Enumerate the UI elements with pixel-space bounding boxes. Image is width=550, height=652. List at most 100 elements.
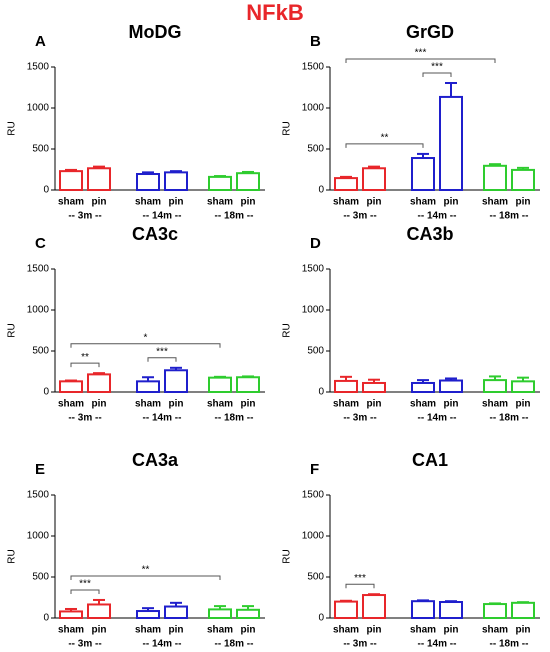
significance-bracket — [70, 589, 100, 594]
group-label: -- 18m -- — [215, 639, 254, 650]
y-axis-label: RU — [7, 549, 18, 563]
panel: B GrGD RU 0 500 1000 1500 -- 3m -- -- 14m -- -- 1… — [282, 22, 540, 222]
panel-letter: E — [35, 461, 45, 478]
bar — [411, 381, 435, 393]
bar — [334, 600, 358, 620]
bar — [87, 167, 111, 192]
panel: E CA3a RU 0 500 1000 1500 -- 3m -- -- 14m -- -- 1… — [7, 450, 265, 650]
x-tick-label: sham — [135, 625, 161, 636]
x-tick-label: pin — [367, 625, 382, 636]
x-tick-label: pin — [169, 399, 184, 410]
x-tick-label: sham — [58, 399, 84, 410]
significance-bracket — [422, 72, 452, 77]
y-tick-label: 500 — [307, 144, 324, 155]
bar — [334, 379, 358, 393]
y-tick-label: 0 — [43, 185, 49, 196]
y-axis-label: RU — [282, 323, 293, 337]
bar — [334, 177, 358, 192]
x-tick-label: sham — [58, 625, 84, 636]
x-tick-label: pin — [92, 625, 107, 636]
x-tick-label: sham — [410, 625, 436, 636]
x-tick-label: pin — [241, 399, 256, 410]
y-tick-label: 1500 — [27, 490, 50, 501]
x-tick-label: pin — [241, 625, 256, 636]
bar — [483, 379, 507, 394]
bar — [164, 605, 188, 620]
group-label: -- 3m -- — [343, 413, 376, 424]
group-label: -- 18m -- — [490, 413, 529, 424]
y-tick-label: 1000 — [27, 531, 50, 542]
group-label: -- 3m -- — [68, 211, 101, 222]
panel-letter: F — [310, 461, 319, 478]
bar — [511, 380, 535, 393]
x-tick-label: pin — [241, 197, 256, 208]
panel-letter: A — [35, 33, 46, 50]
y-tick-label: 0 — [318, 613, 324, 624]
x-tick-label: pin — [169, 197, 184, 208]
bar — [511, 168, 535, 192]
x-tick-label: sham — [482, 197, 508, 208]
y-tick-label: 1500 — [302, 490, 325, 501]
x-tick-label: pin — [92, 399, 107, 410]
bar — [483, 603, 507, 619]
y-tick-label: 500 — [307, 346, 324, 357]
significance-bracket — [147, 357, 177, 362]
significance-label: ** — [81, 352, 89, 363]
bar — [236, 172, 260, 192]
x-tick-label: sham — [482, 625, 508, 636]
y-axis-label: RU — [7, 121, 18, 135]
y-tick-label: 1500 — [27, 62, 50, 73]
group-label: -- 18m -- — [490, 211, 529, 222]
bar — [208, 175, 232, 192]
group-label: -- 18m -- — [215, 211, 254, 222]
bar — [164, 369, 188, 394]
x-tick-label: pin — [516, 197, 531, 208]
group-label: -- 14m -- — [418, 639, 457, 650]
significance-label: * — [144, 332, 148, 343]
x-tick-label: sham — [58, 197, 84, 208]
bar — [236, 608, 260, 620]
group-label: -- 14m -- — [143, 413, 182, 424]
bar — [164, 171, 188, 191]
y-axis-label: RU — [282, 549, 293, 563]
x-tick-label: sham — [135, 197, 161, 208]
bar — [483, 164, 507, 191]
group-label: -- 14m -- — [418, 413, 457, 424]
x-tick-label: sham — [207, 625, 233, 636]
bar — [87, 603, 111, 620]
x-tick-label: pin — [444, 625, 459, 636]
significance-label: *** — [156, 346, 168, 357]
bar — [59, 170, 83, 191]
y-tick-label: 0 — [318, 387, 324, 398]
y-tick-label: 1500 — [302, 62, 325, 73]
significance-label: *** — [415, 48, 427, 59]
y-tick-label: 1000 — [302, 305, 325, 316]
x-tick-label: sham — [410, 399, 436, 410]
x-tick-label: sham — [207, 197, 233, 208]
x-tick-label: pin — [367, 399, 382, 410]
y-tick-label: 500 — [32, 346, 49, 357]
x-tick-label: sham — [135, 399, 161, 410]
y-tick-label: 0 — [318, 185, 324, 196]
bar — [362, 167, 386, 192]
bar — [511, 601, 535, 620]
significance-bracket — [70, 362, 100, 368]
bar — [208, 376, 232, 393]
y-tick-label: 0 — [43, 613, 49, 624]
x-tick-label: pin — [516, 399, 531, 410]
group-label: -- 3m -- — [343, 639, 376, 650]
bar — [362, 381, 386, 393]
significance-label: *** — [79, 579, 91, 590]
x-tick-label: sham — [410, 197, 436, 208]
significance-bracket — [345, 583, 375, 589]
group-label: -- 14m -- — [418, 211, 457, 222]
y-tick-label: 1000 — [27, 305, 50, 316]
y-tick-label: 0 — [43, 387, 49, 398]
group-label: -- 14m -- — [143, 639, 182, 650]
bar — [236, 376, 260, 394]
figure-title: NFkB — [246, 0, 303, 25]
x-tick-label: sham — [333, 197, 359, 208]
panel: A MoDG RU 0 500 1000 1500 -- 3m -- -- 14m -- -- 1… — [7, 22, 265, 222]
panel-title: CA1 — [412, 450, 448, 470]
